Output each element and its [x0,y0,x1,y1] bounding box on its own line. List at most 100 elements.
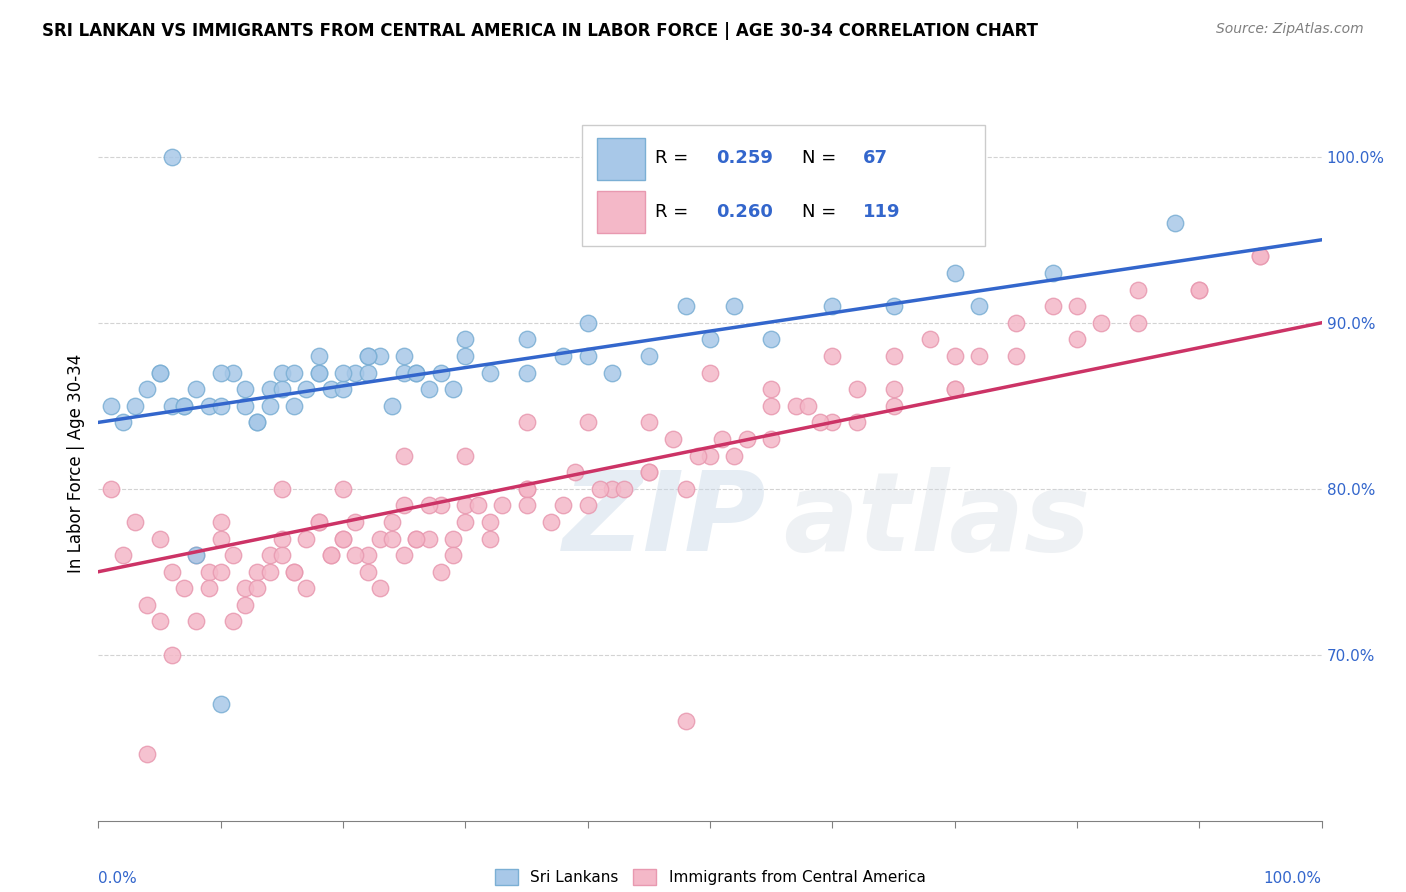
FancyBboxPatch shape [598,137,645,180]
Text: N =: N = [801,203,842,221]
Point [735,432,758,446]
Point [1042,299,1064,313]
Point [259,399,281,413]
Point [160,648,183,662]
Point [136,382,159,396]
FancyBboxPatch shape [598,191,645,234]
Point [173,582,195,596]
Point [149,615,172,629]
Point [675,482,697,496]
Point [381,515,404,529]
Point [576,316,599,330]
Point [883,382,905,396]
Point [344,548,367,562]
Point [1164,216,1187,230]
Point [160,399,183,413]
Point [418,499,440,513]
Point [1128,316,1150,330]
Point [454,349,477,363]
Point [1066,299,1088,313]
Point [149,366,172,380]
Point [478,366,501,380]
Point [516,415,538,429]
Point [233,598,256,612]
Point [356,366,378,380]
Point [478,515,501,529]
Point [883,399,905,413]
Point [576,349,599,363]
Point [675,299,697,313]
Point [516,332,538,346]
Point [197,399,219,413]
Point [308,515,330,529]
Point [638,465,661,479]
Point [761,399,783,413]
Point [699,332,721,346]
Point [209,366,232,380]
Point [392,366,416,380]
Point [405,532,427,546]
Point [418,382,440,396]
Point [136,747,159,762]
Point [454,332,477,346]
Point [356,349,378,363]
Legend: Sri Lankans, Immigrants from Central America: Sri Lankans, Immigrants from Central Ame… [488,863,932,891]
Point [149,366,172,380]
Point [699,366,721,380]
Point [160,150,183,164]
Point [344,515,367,529]
Point [270,366,294,380]
Point [124,515,146,529]
Point [821,415,844,429]
Point [943,382,966,396]
Point [308,366,330,380]
Point [808,415,831,429]
Point [1042,266,1064,280]
Point [356,548,378,562]
Point [638,349,661,363]
Point [392,349,416,363]
Text: 0.259: 0.259 [716,150,773,168]
Text: R =: R = [655,203,695,221]
Point [381,399,404,413]
Point [381,532,404,546]
Point [662,432,685,446]
Point [392,548,416,562]
Point [173,399,195,413]
Point [209,565,232,579]
Point [516,482,538,496]
Point [356,565,378,579]
Point [186,382,208,396]
Point [186,548,208,562]
Point [441,548,464,562]
Point [1188,283,1211,297]
Point [295,382,318,396]
Point [1128,283,1150,297]
Point [845,415,868,429]
Point [454,515,477,529]
Point [761,332,783,346]
Point [1250,249,1272,263]
FancyBboxPatch shape [582,125,986,246]
Text: ZIP: ZIP [564,467,766,574]
Point [233,582,256,596]
Point [516,499,538,513]
Point [405,532,427,546]
Point [136,598,159,612]
Point [283,366,305,380]
Point [222,615,245,629]
Point [467,499,489,513]
Point [332,532,354,546]
Text: SRI LANKAN VS IMMIGRANTS FROM CENTRAL AMERICA IN LABOR FORCE | AGE 30-34 CORRELA: SRI LANKAN VS IMMIGRANTS FROM CENTRAL AM… [42,22,1038,40]
Point [405,366,427,380]
Point [553,349,575,363]
Point [233,399,256,413]
Point [943,382,966,396]
Point [160,565,183,579]
Point [222,548,245,562]
Text: 0.260: 0.260 [716,203,773,221]
Text: Source: ZipAtlas.com: Source: ZipAtlas.com [1216,22,1364,37]
Point [441,532,464,546]
Point [797,399,820,413]
Point [332,482,354,496]
